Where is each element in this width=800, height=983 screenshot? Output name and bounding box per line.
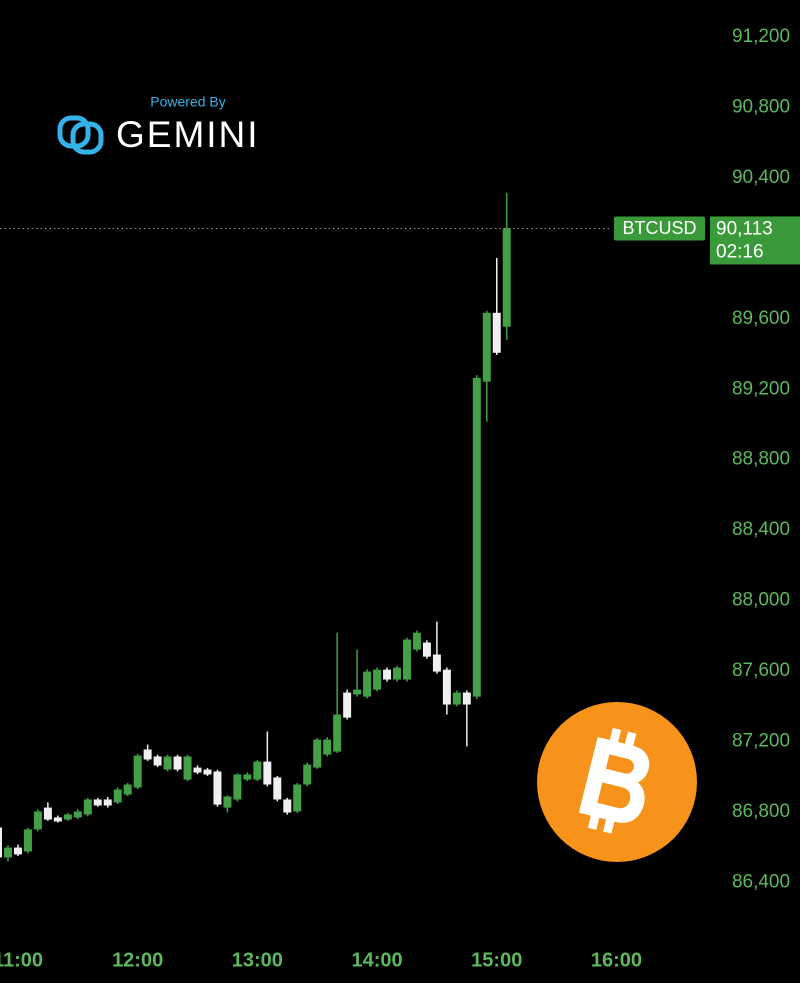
candle-body: [283, 799, 292, 813]
logo-caption: Powered By: [150, 94, 225, 110]
y-tick-label: 88,400: [732, 519, 790, 540]
candle-body: [472, 377, 481, 697]
candle-body: [462, 692, 471, 705]
y-tick-label: 90,400: [732, 167, 790, 188]
symbol-badge: [614, 216, 705, 241]
candle-body: [93, 799, 102, 806]
candle-body: [193, 767, 202, 773]
candle-body: [273, 777, 282, 800]
y-tick-label: 90,800: [732, 96, 790, 117]
candle-body: [13, 847, 22, 855]
candle-body: [73, 811, 82, 818]
x-tick-label: 14:00: [351, 949, 402, 971]
x-tick-label: 11:00: [0, 949, 43, 971]
y-tick-label: 86,800: [732, 801, 790, 822]
candle-body: [492, 312, 501, 353]
candle-body: [133, 755, 142, 788]
y-tick-label: 87,200: [732, 731, 790, 752]
candle-body: [173, 756, 182, 770]
candle-body: [393, 667, 401, 680]
candle-body: [223, 796, 232, 808]
candle-body: [353, 689, 362, 695]
x-tick-label: 15:00: [471, 949, 522, 971]
candle-body: [123, 784, 132, 795]
bitcoin-b: [578, 736, 650, 823]
candle-body: [293, 784, 302, 812]
candle-body: [263, 761, 272, 785]
bitcoin-stroke: [603, 816, 616, 834]
symbol-label: BTCUSD: [622, 218, 696, 238]
candle-body: [313, 739, 322, 768]
bitcoin-logo: [537, 702, 697, 862]
candle-body: [143, 749, 152, 760]
x-tick-label: 13:00: [232, 949, 283, 971]
candle-body: [422, 642, 431, 657]
candle-body: [33, 811, 42, 830]
candle-body: [243, 774, 252, 780]
candle-body: [502, 228, 511, 327]
bitcoin-glyph: [578, 727, 650, 834]
y-tick-label: 88,800: [732, 449, 790, 470]
y-tick-label: 89,200: [732, 378, 790, 399]
candle-body: [373, 669, 382, 690]
y-tick-label: 88,000: [732, 590, 790, 611]
candle-body: [442, 669, 451, 705]
candle-body: [3, 847, 12, 858]
candle-body: [103, 799, 112, 806]
candle-body: [23, 829, 32, 852]
candle-body: [83, 799, 92, 815]
candle-body: [233, 774, 242, 800]
price-overlay: 86,400 86,800 87,200 87,600 88,000 88,400 88,8…: [0, 26, 800, 971]
candle-body: [153, 756, 162, 766]
last-price-label: 90,113: [716, 218, 773, 239]
candle-body: [402, 639, 411, 680]
candle-body: [63, 814, 72, 820]
y-tick-label: 87,600: [732, 660, 790, 681]
candle-body: [0, 827, 2, 858]
candle-body: [432, 654, 441, 672]
bitcoin-stroke: [609, 727, 622, 746]
candle-body: [412, 632, 421, 650]
logo-name: GEMINI: [116, 114, 260, 155]
candle-body: [452, 692, 461, 705]
bitcoin-stroke: [624, 731, 637, 749]
candle-body: [363, 671, 372, 697]
candle-body: [253, 761, 262, 780]
candle-body: [183, 756, 192, 780]
candle-body: [113, 789, 122, 803]
y-tick-label: 91,200: [732, 26, 790, 47]
candle-body: [213, 771, 222, 805]
bitcoin-stroke: [587, 812, 600, 830]
y-tick-label: 89,600: [732, 308, 790, 329]
candle-body: [43, 807, 52, 820]
plot-area: [0, 192, 511, 862]
x-tick-label: 16:00: [591, 949, 642, 971]
logo-ring: [70, 121, 104, 155]
candle-body: [53, 817, 62, 822]
candle-body: [383, 669, 392, 680]
countdown-label: 02:16: [716, 241, 764, 262]
candle-body: [482, 312, 491, 382]
x-tick-label: 12:00: [112, 949, 163, 971]
candle-body: [303, 764, 312, 785]
candle-body: [343, 692, 352, 718]
price-badge: [710, 216, 800, 265]
candle-body: [163, 756, 172, 770]
candle-body: [203, 769, 212, 775]
candle-body: [333, 714, 342, 752]
y-tick-label: 86,400: [732, 871, 790, 892]
gemini-logo: Powered By GEMINI: [57, 94, 260, 155]
candle-body: [323, 739, 332, 755]
